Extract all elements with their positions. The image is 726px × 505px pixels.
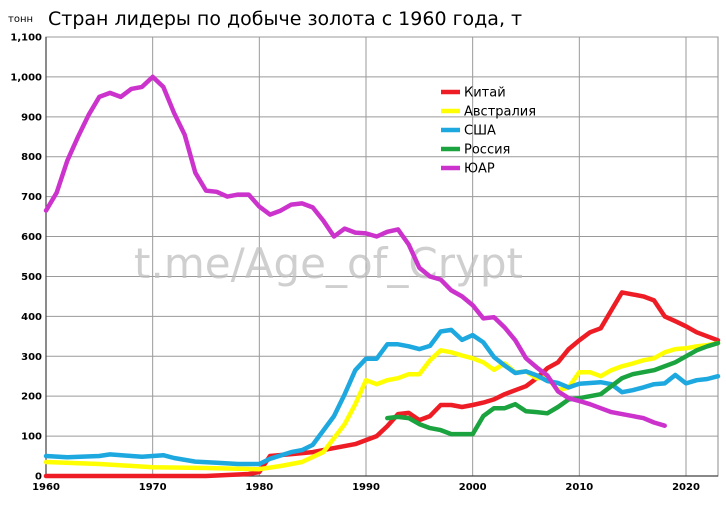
x-tick-label: 2000 <box>459 482 487 493</box>
x-tick-label: 1990 <box>352 482 380 493</box>
axes: 0 100 200 300 400 500 600 700 800 900 1,000 1,100 19… <box>10 33 718 493</box>
y-tick-label: 700 <box>21 192 42 203</box>
series-lines <box>43 74 721 479</box>
legend-label: ЮАР <box>464 162 495 177</box>
series-line <box>43 327 721 467</box>
y-tick-label: 300 <box>21 352 42 363</box>
y-tick-label: 100 <box>21 432 42 443</box>
x-tick-label: 1960 <box>32 482 60 493</box>
legend-label: Китай <box>464 86 506 101</box>
y-tick-label: 900 <box>21 112 42 123</box>
x-tick-label: 1970 <box>139 482 167 493</box>
legend-label: Россия <box>464 143 510 158</box>
y-tick-label: 1,100 <box>10 33 42 44</box>
legend-label: США <box>464 124 496 139</box>
y-tick-label: 600 <box>21 232 42 243</box>
y-tick-label: 0 <box>35 472 42 483</box>
series-line <box>385 340 721 437</box>
x-tick-label: 2020 <box>672 482 700 493</box>
series-line <box>43 290 721 479</box>
y-tick-label: 500 <box>21 272 42 283</box>
watermark: t.me/Age_of_Crypt <box>134 239 523 288</box>
x-tick-label: 2010 <box>565 482 593 493</box>
x-tick-label: 1980 <box>245 482 273 493</box>
y-tick-label: 400 <box>21 312 42 323</box>
series-line <box>43 340 721 472</box>
chart-title: Стран лидеры по добыче золота с 1960 год… <box>48 8 522 30</box>
legend: Китай Австралия США Россия ЮАР <box>441 86 536 177</box>
series-line <box>43 74 667 428</box>
legend-label: Австралия <box>464 105 536 120</box>
y-tick-label: 800 <box>21 152 42 163</box>
y-tick-label: 1,000 <box>10 72 42 83</box>
y-tick-label: 200 <box>21 392 42 403</box>
y-axis-unit-label: тонн <box>8 14 33 25</box>
